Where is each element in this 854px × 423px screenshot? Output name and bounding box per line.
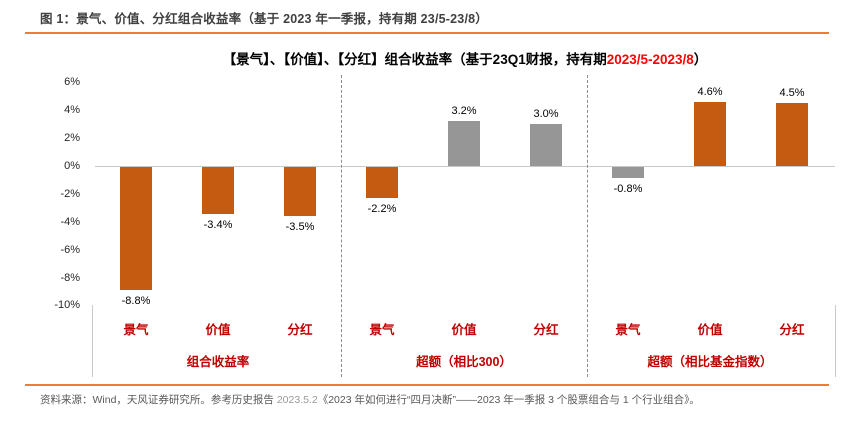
- bar: [448, 121, 480, 166]
- chart-title-holding-period: 2023/5-2023/8: [606, 52, 694, 67]
- bar: [284, 167, 316, 216]
- bar-value-label: 3.0%: [533, 108, 559, 121]
- y-tick-label: 4%: [64, 104, 80, 117]
- source-prefix: 资料来源：Wind，天风证券研究所。参考历史报告: [40, 394, 277, 406]
- y-tick-label: 2%: [64, 132, 80, 145]
- source-report-date: 2023.5.2: [276, 394, 318, 406]
- source-note: 资料来源：Wind，天风证券研究所。参考历史报告 2023.5.2《2023 年…: [40, 393, 830, 407]
- chart-title: 【景气】、【价值】、【分红】组合收益率（基于23Q1财报，持有期2023/5-2…: [95, 48, 835, 68]
- group-label: 组合收益率: [186, 355, 250, 369]
- category-label: 价值: [205, 323, 231, 337]
- source-suffix: 《2023 年如何进行“四月决断”——2023 年一季报 3 个股票组合与 1 …: [317, 394, 700, 406]
- bottom-orange-rule: [25, 384, 829, 386]
- category-label: 价值: [451, 323, 477, 337]
- bar-value-label: -3.4%: [203, 219, 233, 232]
- bar: [120, 167, 152, 290]
- bar: [612, 167, 644, 179]
- y-tick-label: -6%: [60, 243, 80, 256]
- group-separator: [587, 75, 588, 377]
- zero-axis-line: [95, 166, 835, 167]
- category-area-left-border: [92, 305, 93, 377]
- group-label: 超额（相比基金指数）: [647, 355, 773, 369]
- bar-value-label: 4.6%: [697, 85, 723, 98]
- bar-value-label: -0.8%: [613, 183, 643, 196]
- bar: [694, 101, 726, 166]
- bar-value-label: 3.2%: [451, 105, 477, 118]
- category-label: 景气: [369, 323, 395, 337]
- y-tick-label: 0%: [64, 160, 80, 172]
- bar: [776, 103, 808, 166]
- category-area-right-border: [835, 305, 836, 377]
- y-tick-label: -8%: [60, 271, 80, 284]
- bar-value-label: -3.5%: [285, 220, 315, 233]
- chart-title-close: ）: [693, 52, 708, 67]
- top-orange-rule: [25, 32, 829, 34]
- y-tick-label: 6%: [64, 76, 80, 89]
- group-separator: [341, 75, 342, 377]
- category-label: 分红: [287, 323, 313, 337]
- y-tick-label: -4%: [60, 215, 80, 228]
- bar-value-label: 4.5%: [779, 87, 805, 100]
- category-label: 景气: [123, 323, 149, 337]
- group-label: 超额（相比300）: [416, 355, 512, 369]
- category-label: 景气: [615, 323, 641, 337]
- y-tick-label: -10%: [54, 299, 80, 312]
- figure-title: 图 1：景气、价值、分红组合收益率（基于 2023 年一季报，持有期 23/5-…: [40, 12, 488, 26]
- bar-value-label: -2.2%: [367, 202, 397, 215]
- category-label: 分红: [533, 323, 559, 337]
- y-tick-label: -2%: [60, 187, 80, 200]
- bar: [202, 167, 234, 215]
- bar: [530, 124, 562, 166]
- category-label: 价值: [697, 323, 723, 337]
- bar-value-label: -8.8%: [121, 294, 151, 307]
- category-label: 分红: [779, 323, 805, 337]
- bar: [366, 167, 398, 198]
- chart-title-text: 【景气】、【价值】、【分红】组合收益率（基于23Q1财报，持有期: [222, 52, 607, 67]
